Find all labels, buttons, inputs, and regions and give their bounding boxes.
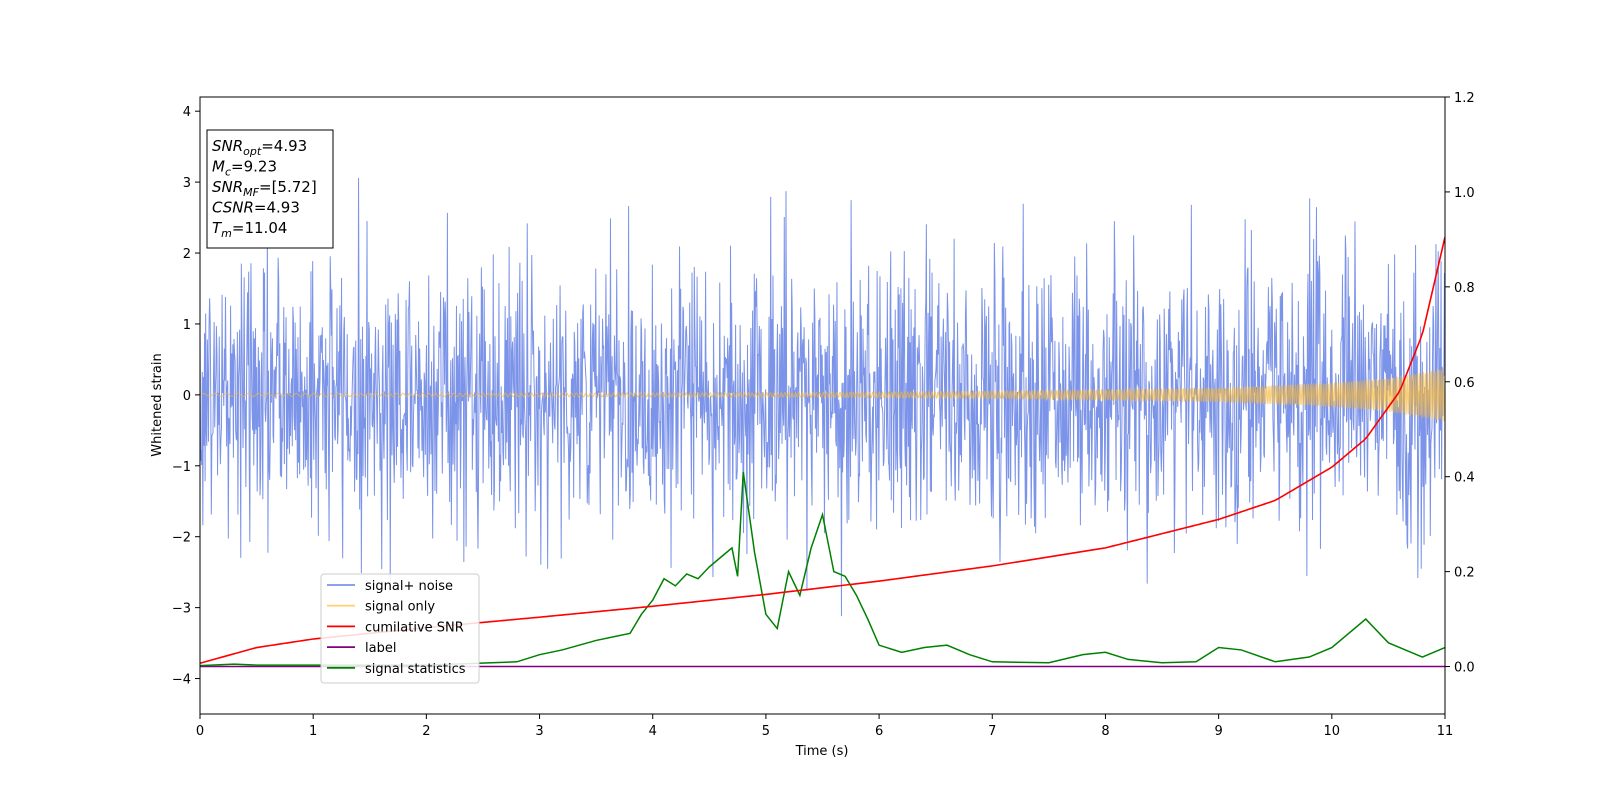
legend-label: signal only [365,600,435,615]
info-box-subscript: opt [243,145,262,158]
legend-label: signal+ noise [365,579,453,594]
x-tick-label: 11 [1437,724,1454,739]
info-box-symbol: SNR [212,137,243,155]
y-right-axis-ticks: 0.0 0.2 0.4 0.6 0.8 1.0 1.2 [1445,91,1475,676]
info-box-subscript: MF [243,186,259,199]
x-tick-label: 10 [1324,724,1341,739]
legend-label: cumilative SNR [365,620,464,635]
y-tick-label: 3 [183,176,191,191]
info-box-value: =[5.72] [259,178,317,196]
y-right-tick-label: 0.8 [1454,281,1475,296]
x-tick-label: 3 [535,724,543,739]
y-tick-label: 2 [183,247,191,262]
y-tick-label: −1 [172,460,191,475]
series-signal-plus-noise [200,177,1445,617]
legend: signal+ noise signal only cumilative SNR la… [320,573,480,684]
legend-frame [320,573,480,684]
info-box-value: =4.93 [261,137,307,155]
y-tick-label: −2 [172,531,191,546]
info-box-symbol: SNR [212,178,243,196]
info-box-value: =4.93 [254,199,300,217]
series-signal-statistics [200,471,1445,667]
y-right-tick-label: 0.6 [1454,376,1475,391]
info-box-value: =9.23 [231,158,277,176]
y-right-tick-label: 1.2 [1454,91,1475,106]
series-signal-only [200,368,1445,422]
y-right-tick-label: 0.2 [1454,566,1475,581]
y-tick-label: −3 [172,602,191,617]
info-box-lines: SNRopt=4.93Mc=9.23SNRMF=[5.72]CSNR=4.93T… [212,137,317,240]
legend-label: signal statistics [365,662,466,677]
info-box-symbol: M [212,158,225,176]
info-box: SNRopt=4.93Mc=9.23SNRMF=[5.72]CSNR=4.93T… [206,129,334,249]
y-axis-ticks: −4 −3 −2 −1 0 1 2 3 4 [172,105,200,688]
info-box-subscript: m [221,227,232,240]
info-box-line: SNRopt=4.93 [212,137,307,158]
x-tick-label: 6 [875,724,883,739]
info-box-frame [206,129,334,249]
x-axis-ticks: 0 1 2 3 4 5 6 7 8 9 10 11 [196,714,1453,739]
info-box-symbol: T [212,219,223,237]
y-right-tick-label: 1.0 [1454,186,1475,201]
info-box-value: =11.04 [232,219,288,237]
y-right-tick-label: 0.0 [1454,661,1475,676]
x-tick-label: 4 [649,724,657,739]
x-tick-label: 9 [1214,724,1222,739]
x-tick-label: 8 [1101,724,1109,739]
y-tick-label: 0 [183,389,191,404]
info-box-symbol: CSNR [212,199,254,217]
x-tick-label: 7 [988,724,996,739]
x-tick-label: 0 [196,724,204,739]
y-tick-label: 1 [183,318,191,333]
info-box-line: SNRMF=[5.72] [212,178,317,199]
info-box-subscript: c [225,166,231,179]
x-tick-label: 5 [762,724,770,739]
x-tick-label: 2 [422,724,430,739]
x-axis-label: Time (s) [795,744,849,759]
info-box-line: CSNR=4.93 [212,199,300,217]
y-tick-label: 4 [183,105,191,120]
info-box-line: Tm=11.04 [212,219,287,240]
x-tick-label: 1 [309,724,317,739]
legend-label: label [365,641,396,656]
y-axis-label: Whitened strain [150,353,165,456]
y-right-tick-label: 0.4 [1454,471,1475,486]
y-tick-label: −4 [172,673,191,688]
info-box-line: Mc=9.23 [212,158,277,179]
legend-items: signal+ noise signal only cumilative SNR la… [327,579,466,677]
plot-frame [199,96,1446,715]
